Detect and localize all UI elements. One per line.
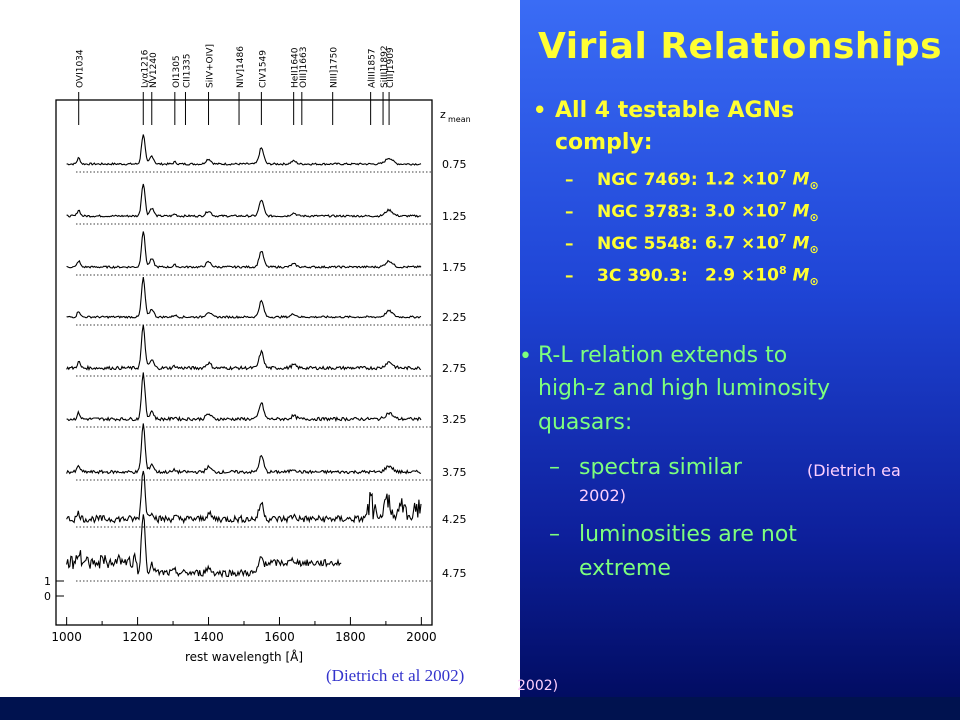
agn-name: NGC 5548:	[597, 233, 698, 254]
sub-dash-1: –	[549, 455, 560, 480]
mass-exponent: 7	[778, 200, 787, 213]
spectrum-curve	[66, 134, 422, 166]
bullet-agn-comply: •	[533, 98, 546, 122]
spectrum-curve	[66, 277, 422, 320]
z-value-label: 3.75	[442, 466, 467, 479]
line-label: NV1240	[149, 52, 159, 88]
z-value-label: 2.25	[442, 311, 467, 324]
line-label: CIV1549	[258, 50, 268, 88]
mass-unit: M	[786, 201, 810, 222]
z-value-label: 1.75	[442, 261, 467, 274]
z-value-label: 2.75	[442, 362, 467, 375]
z-value-label: 4.25	[442, 513, 467, 526]
line-label: CII1335	[182, 54, 192, 89]
bullet-rl-line2: high-z and high luminosity	[538, 376, 831, 401]
bullet-rl-dot: •	[519, 344, 532, 369]
bottom-bar	[0, 697, 960, 720]
mass-exponent: 7	[778, 232, 787, 245]
mass-unit: M	[786, 233, 810, 254]
mass-times: ×10	[741, 201, 779, 222]
solar-symbol: ⊙	[809, 243, 819, 257]
sub-ref-b: 2002)	[579, 486, 626, 505]
line-label: OVI1034	[76, 49, 86, 88]
spectrum-curve	[66, 324, 422, 371]
line-label: NIV]1486	[236, 46, 246, 88]
mass-mantissa: 1.2	[705, 169, 742, 190]
mass-mantissa: 2.9	[705, 265, 742, 286]
bullet-agn-line1: All 4 testable AGNs	[555, 98, 795, 123]
z-header-sub: mean	[448, 115, 471, 124]
solar-symbol: ⊙	[809, 179, 819, 193]
bullet-dot: •	[533, 98, 547, 122]
caption-behind: 2002)	[517, 678, 559, 694]
agn-mass-item: – NGC 7469: 1.2 ×107 M⊙	[565, 168, 819, 192]
x-tick-label: 1000	[51, 630, 82, 644]
mass-mantissa: 3.0	[705, 201, 742, 222]
sub-spectra-similar: spectra similar	[579, 455, 742, 480]
line-label: Lyα1216	[140, 49, 150, 88]
sub-luminosities-line2: extreme	[579, 556, 671, 581]
line-label: HeII1640	[291, 47, 301, 88]
plot-frame	[55, 99, 433, 626]
mass-times: ×10	[741, 233, 779, 254]
z-value-label: 4.75	[442, 567, 467, 580]
solar-symbol: ⊙	[809, 275, 819, 289]
spectrum-curve	[66, 372, 422, 423]
slide-title: Virial Relationships	[538, 26, 943, 67]
sub-ref-a: (Dietrich ea	[807, 461, 901, 480]
agn-name: NGC 7469:	[597, 169, 698, 190]
agn-mass-item: – NGC 5548: 6.7 ×107 M⊙	[565, 232, 819, 256]
agn-name: NGC 3783:	[597, 201, 698, 222]
spectrum-curve	[66, 470, 422, 525]
line-label: SiIII]1892	[380, 45, 390, 88]
x-tick-label: 2000	[406, 630, 437, 644]
figure-caption: (Dietrich et al 2002)	[326, 666, 465, 685]
mass-exponent: 8	[778, 264, 787, 277]
sub-dash-2: –	[549, 522, 560, 547]
y-tick-label: 1	[44, 575, 51, 588]
bullet-agn-line2: comply:	[555, 130, 653, 155]
mass-unit: M	[786, 169, 810, 190]
spectrum-curve	[66, 514, 342, 579]
x-tick-label: 1200	[122, 630, 153, 644]
z-header: z	[440, 108, 446, 121]
agn-mass-item: – NGC 3783: 3.0 ×107 M⊙	[565, 200, 819, 224]
line-label: NIII]1750	[330, 47, 340, 88]
spectrum-curve	[66, 183, 422, 218]
agn-mass-item: – 3C 390.3: 2.9 ×108 M⊙	[565, 264, 819, 288]
line-label: OI1305	[172, 55, 182, 88]
agn-name: 3C 390.3:	[597, 265, 688, 286]
item-dash: –	[565, 169, 574, 190]
mass-mantissa: 6.7	[705, 233, 742, 254]
mass-exponent: 7	[778, 168, 787, 181]
mass-times: ×10	[741, 169, 779, 190]
y-tick-label: 0	[44, 590, 51, 603]
bullet-rl-line3: quasars:	[538, 410, 633, 435]
x-tick-label: 1800	[335, 630, 366, 644]
line-label: CIII]1909	[386, 47, 396, 88]
item-dash: –	[565, 265, 574, 286]
line-label: SiIV+OIV]	[206, 44, 216, 88]
item-dash: –	[565, 201, 574, 222]
x-tick-label: 1400	[193, 630, 224, 644]
z-value-label: 3.25	[442, 413, 467, 426]
item-dash: –	[565, 233, 574, 254]
solar-symbol: ⊙	[809, 211, 819, 225]
line-label: OIII]1663	[299, 47, 309, 88]
composite-spectra-figure: OVI1034 Lyα1216 NV1240 OI1305 CII1335 SiIV+OI…	[44, 44, 471, 664]
sub-luminosities-line1: luminosities are not	[579, 522, 797, 547]
z-value-label: 0.75	[442, 158, 467, 171]
line-label: AlIII1857	[368, 48, 378, 88]
mass-unit: M	[786, 265, 810, 286]
mass-times: ×10	[741, 265, 779, 286]
x-tick-label: 1600	[264, 630, 295, 644]
x-axis-label: rest wavelength [Å]	[185, 649, 303, 664]
spectrum-curve	[66, 231, 422, 269]
z-value-label: 1.25	[442, 210, 467, 223]
spectrum-curve	[66, 423, 422, 475]
bullet-rl-line1: R-L relation extends to	[538, 343, 788, 368]
